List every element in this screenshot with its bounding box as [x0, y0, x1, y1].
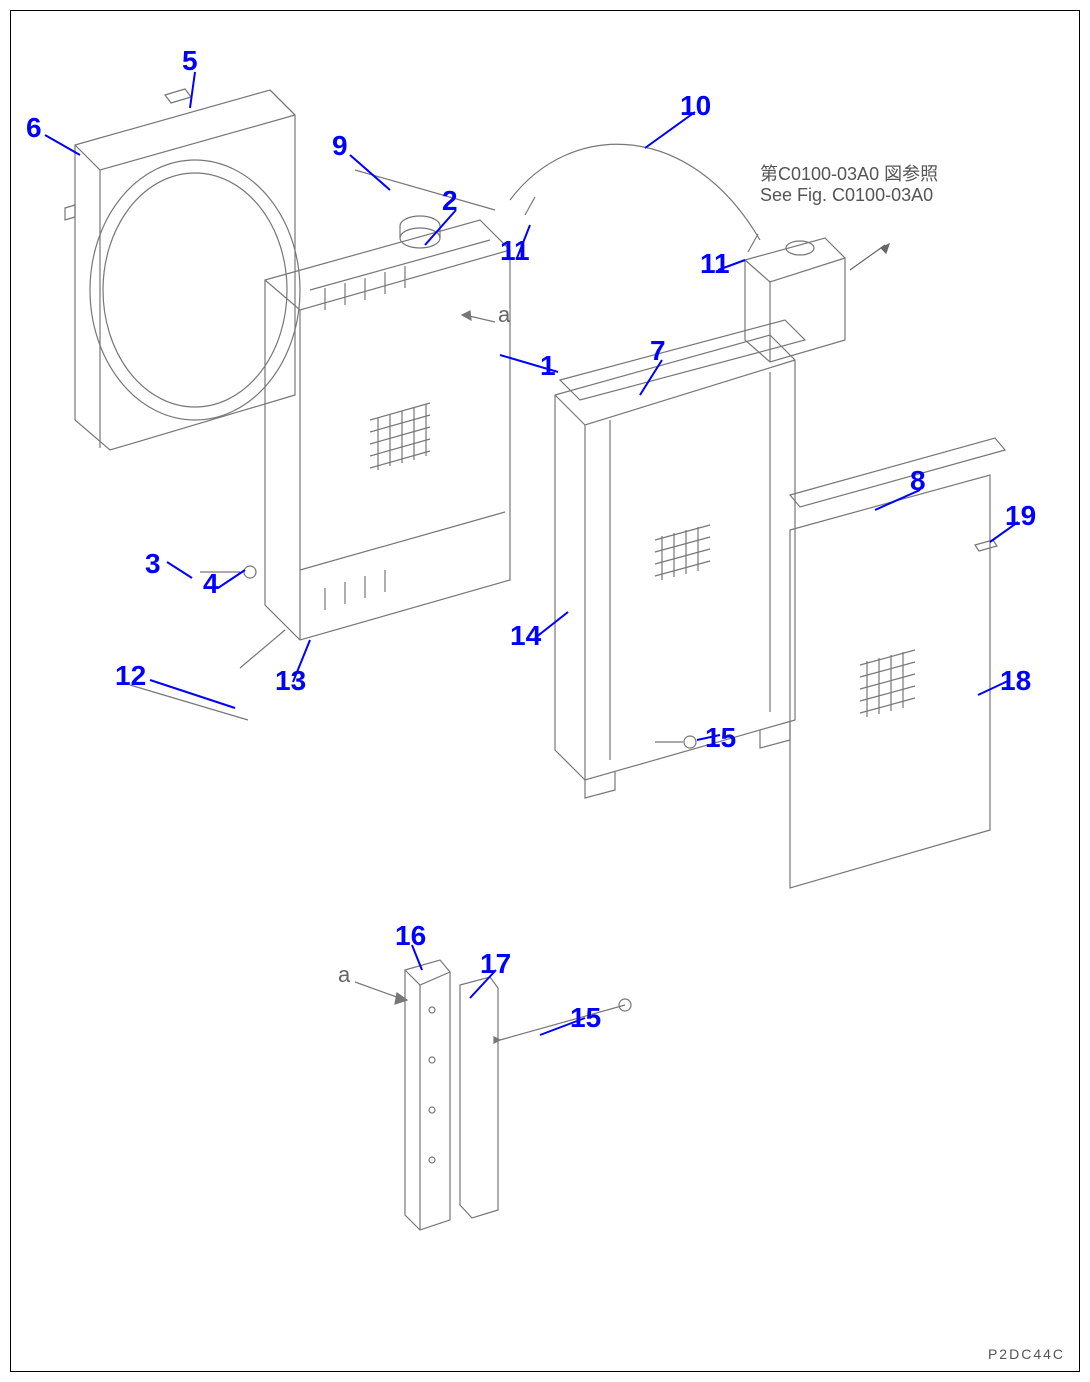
- crossref-jp: 第C0100-03A0 図参照: [760, 160, 938, 186]
- callout-2: 2: [442, 185, 458, 217]
- callout-19: 19: [1005, 500, 1036, 532]
- parts-drawing: [0, 0, 1090, 1382]
- callout-18: 18: [1000, 665, 1031, 697]
- callout-17: 17: [480, 948, 511, 980]
- subref-a-2: a: [338, 962, 350, 988]
- callout-11a: 11: [500, 235, 530, 267]
- callout-10: 10: [680, 90, 711, 122]
- callout-15a: 15: [705, 722, 736, 754]
- drawing-number: P2DC44C: [988, 1346, 1065, 1362]
- callout-5: 5: [182, 45, 198, 77]
- crossref-en: See Fig. C0100-03A0: [760, 185, 933, 206]
- callout-1: 1: [540, 350, 556, 382]
- callout-6: 6: [26, 112, 42, 144]
- callout-11b: 11: [700, 248, 730, 280]
- callout-4: 4: [203, 568, 219, 600]
- callout-7: 7: [650, 335, 666, 367]
- callout-16: 16: [395, 920, 426, 952]
- subref-a-1: a: [498, 302, 510, 328]
- callout-9: 9: [332, 130, 348, 162]
- callout-14: 14: [510, 620, 541, 652]
- callout-12: 12: [115, 660, 146, 692]
- callout-8: 8: [910, 465, 926, 497]
- callout-13: 13: [275, 665, 306, 697]
- callout-3: 3: [145, 548, 161, 580]
- callout-15b: 15: [570, 1002, 601, 1034]
